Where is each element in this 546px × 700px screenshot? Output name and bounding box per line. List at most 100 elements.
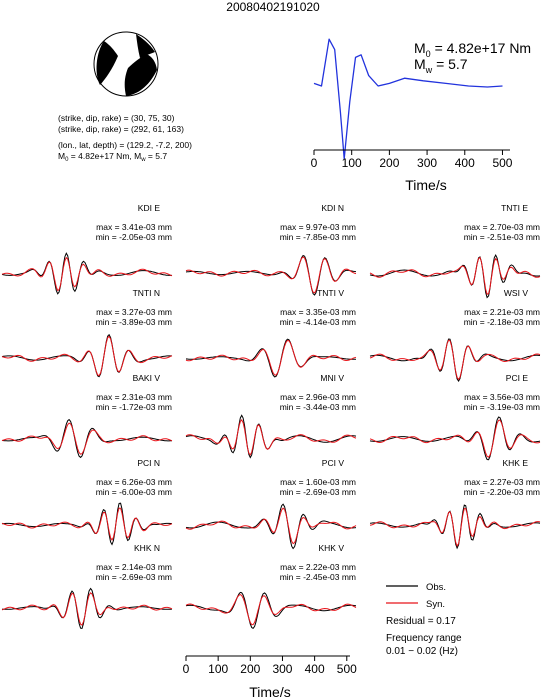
observed-trace: [369, 416, 541, 461]
synthetic-trace: [1, 422, 173, 455]
station-label: PCI E: [506, 373, 529, 383]
max-label: max = 3.35e-03 mm: [280, 307, 356, 317]
x-tick-label: 100: [208, 662, 228, 676]
beachball: [93, 31, 159, 97]
min-label: min = -2.45e-03 mm: [280, 572, 356, 582]
observed-trace: [369, 504, 541, 550]
stf-plot: 0 100 200 300 400 500 Time/s M0 = 4.82e+17 Nm…: [311, 38, 531, 193]
x-tick-label: 300: [272, 662, 292, 676]
station-label: KDI N: [321, 203, 344, 213]
max-label: max = 2.27e-03 mm: [464, 477, 540, 487]
min-label: min = -3.19e-03 mm: [464, 402, 540, 412]
station-label: KDI E: [138, 203, 161, 213]
x-tick-label: 0: [183, 662, 190, 676]
min-label: min = -4.14e-03 mm: [280, 317, 356, 327]
max-label: max = 3.41e-03 mm: [96, 222, 172, 232]
mechanism-line-4: M0 = 4.82e+17 Nm, Mw = 5.7: [58, 151, 167, 163]
synthetic-trace: [369, 256, 541, 296]
legend-syn-label: Syn.: [426, 599, 445, 610]
synthetic-trace: [185, 507, 357, 545]
min-label: min = -3.44e-03 mm: [280, 402, 356, 412]
mechanism-m0-value: 4.82e+17 Nm: [78, 151, 129, 161]
observed-trace: [1, 587, 173, 629]
bottom-ticks: 0 100 200 300 400 500: [183, 656, 357, 676]
mechanism-line-1: (strike, dip, rake) = (30, 75, 30): [58, 113, 175, 123]
max-label: max = 2.96e-03 mm: [280, 392, 356, 402]
min-label: min = -2.05e-03 mm: [96, 232, 172, 242]
x-tick-label: 400: [455, 156, 475, 170]
min-label: min = -7.85e-03 mm: [280, 232, 356, 242]
max-label: max = 6.26e-03 mm: [96, 477, 172, 487]
stf-mw-value: = 5.7: [436, 56, 468, 72]
min-label: min = -2.18e-03 mm: [464, 317, 540, 327]
mechanism-info: (strike, dip, rake) = (30, 75, 30) (stri…: [58, 113, 192, 163]
observed-trace: [1, 252, 172, 295]
synthetic-trace: [369, 339, 541, 381]
synthetic-trace: [185, 418, 357, 456]
stf-xlabel: Time/s: [405, 177, 446, 193]
synthetic-trace: [185, 339, 357, 376]
x-tick-label: 200: [240, 662, 260, 676]
bottom-time-axis: 0 100 200 300 400 500 Time/s: [183, 655, 357, 700]
min-label: min = -1.72e-03 mm: [96, 402, 172, 412]
station-label: BAKI V: [133, 373, 161, 383]
observed-trace: [185, 503, 357, 550]
min-label: min = -2.51e-03 mm: [464, 232, 540, 242]
station-label: WSI V: [504, 288, 528, 298]
station-label: PCI N: [137, 458, 160, 468]
synthetic-trace: [369, 419, 541, 458]
min-label: min = -6.00e-03 mm: [96, 487, 172, 497]
observed-trace: [1, 333, 172, 378]
min-label: min = -2.69e-03 mm: [280, 487, 356, 497]
max-label: max = 9.97e-03 mm: [280, 222, 356, 232]
bottom-xlabel: Time/s: [249, 684, 290, 700]
max-label: max = 3.27e-03 mm: [96, 307, 172, 317]
max-label: max = 2.70e-03 mm: [464, 222, 540, 232]
stf-line: [313, 38, 503, 160]
mechanism-mw-value: 5.7: [155, 151, 167, 161]
max-label: max = 3.56e-03 mm: [464, 392, 540, 402]
station-label: KHK V: [318, 543, 344, 553]
stf-m0-value: = 4.82e+17 Nm: [435, 40, 532, 56]
synthetic-trace: [1, 507, 173, 542]
stf-m0-label: M0 = 4.82e+17 Nm: [414, 40, 531, 59]
station-label: KHK E: [502, 458, 528, 468]
x-tick-label: 300: [417, 156, 437, 170]
station-label: KHK N: [134, 543, 160, 553]
x-tick-label: 200: [379, 156, 399, 170]
legend-residual: Residual = 0.17: [386, 616, 456, 627]
observed-trace: [1, 502, 173, 546]
station-label: MNI V: [320, 373, 344, 383]
station-label: TNTI V: [317, 288, 344, 298]
station-label: TNTI E: [501, 203, 528, 213]
x-tick-label: 500: [337, 662, 357, 676]
min-label: min = -2.20e-03 mm: [464, 487, 540, 497]
legend-obs-label: Obs.: [426, 582, 446, 593]
synthetic-trace: [1, 592, 173, 626]
stf-ticks: 0 100 200 300 400 500: [311, 150, 513, 170]
x-tick-label: 400: [305, 662, 325, 676]
synthetic-trace: [185, 256, 357, 294]
max-label: max = 1.60e-03 mm: [280, 477, 356, 487]
observed-trace: [185, 591, 357, 629]
synthetic-trace: [1, 256, 173, 292]
stf-mw-label: Mw = 5.7: [414, 56, 468, 75]
min-label: min = -3.89e-03 mm: [96, 317, 172, 327]
observed-trace: [185, 414, 357, 459]
figure-title: 20080402191020: [226, 0, 320, 14]
mechanism-line-2: (strike, dip, rake) = (292, 61, 163): [58, 124, 184, 134]
